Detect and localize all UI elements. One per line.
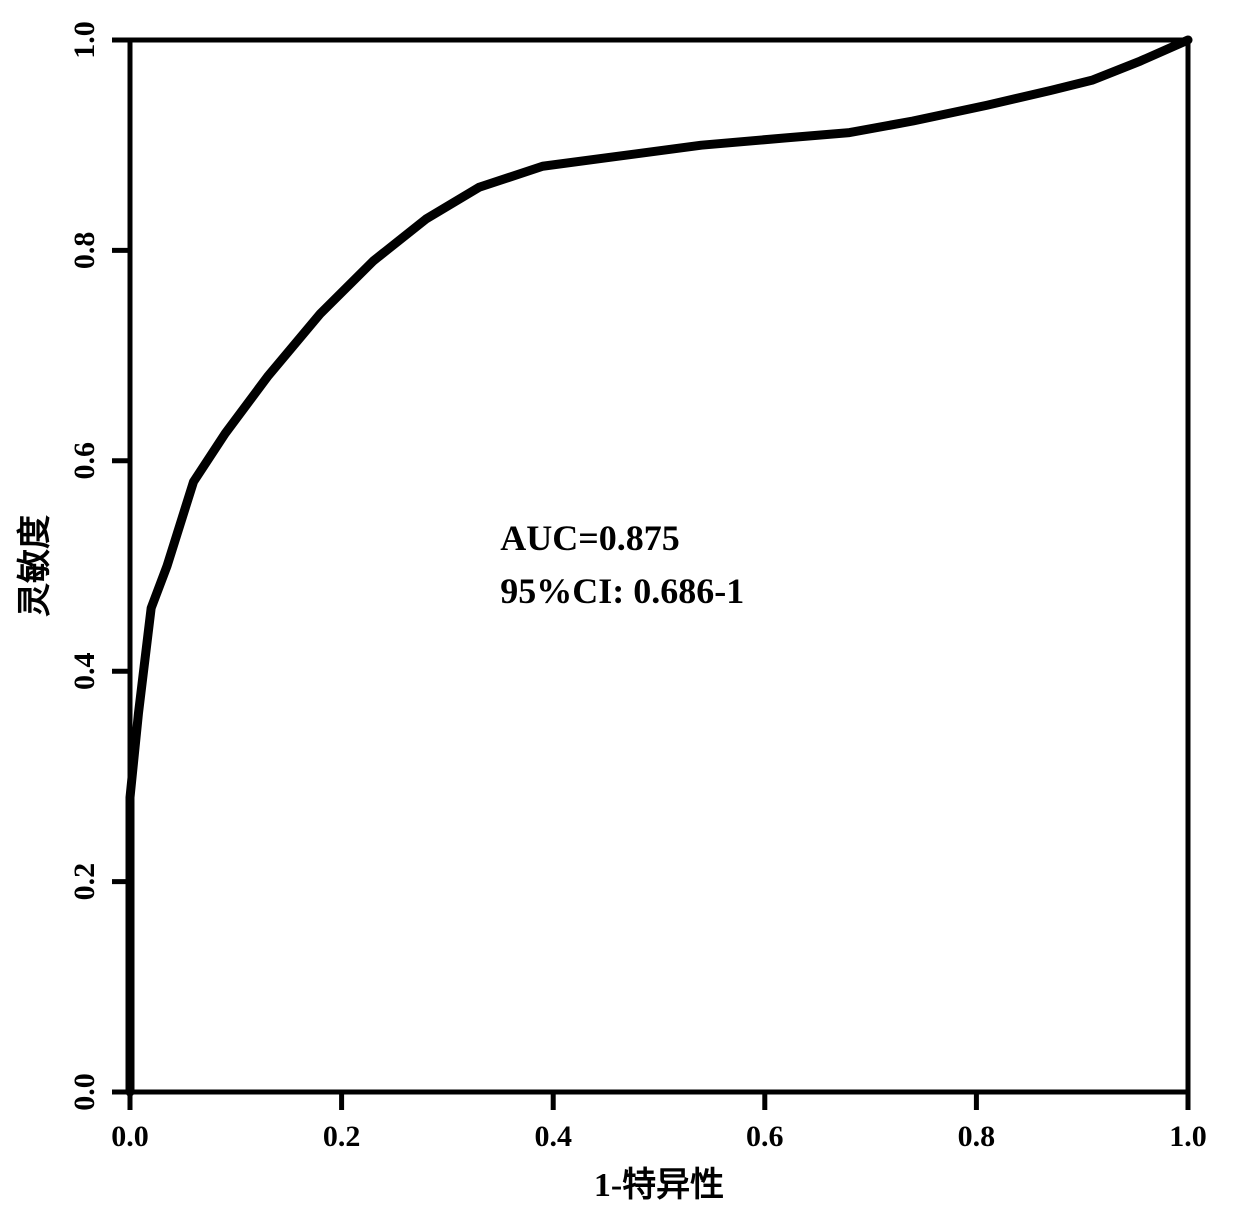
auc-annotation: AUC=0.875: [500, 518, 680, 558]
chart-background: [0, 0, 1240, 1232]
y-axis-title: 灵敏度: [16, 515, 54, 617]
x-tick-label: 0.8: [958, 1120, 996, 1153]
y-tick-label: 0.8: [68, 232, 101, 270]
y-tick-label: 0.4: [68, 652, 101, 690]
roc-chart: 0.0 0.2 0.4 0.6 0.8 1.0 0.0 0.2 0.4 0.6 0.8 1.0 1-特异…: [0, 0, 1240, 1232]
y-tick-label: 1.0: [68, 21, 101, 59]
x-tick-label: 0.2: [323, 1120, 361, 1153]
x-tick-label: 0.0: [111, 1120, 149, 1153]
y-tick-label: 0.6: [68, 442, 101, 480]
x-axis-title: 1-特异性: [594, 1166, 724, 1204]
x-tick-label: 0.4: [534, 1120, 572, 1153]
roc-chart-svg: 0.0 0.2 0.4 0.6 0.8 1.0 0.0 0.2 0.4 0.6 0.8 1.0 1-特异…: [0, 0, 1240, 1232]
y-tick-label: 0.2: [68, 863, 101, 901]
x-tick-label: 0.6: [746, 1120, 784, 1153]
x-tick-label: 1.0: [1169, 1120, 1207, 1153]
ci-annotation: 95%CI: 0.686-1: [500, 571, 744, 611]
y-tick-label: 0.0: [68, 1073, 101, 1111]
